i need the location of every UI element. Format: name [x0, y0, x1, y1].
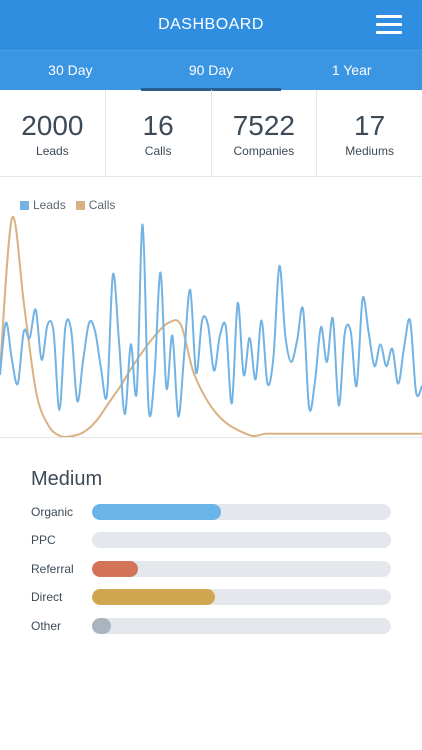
medium-label: Direct: [31, 590, 63, 604]
stat-mediums[interactable]: 17 Mediums: [317, 90, 422, 176]
legend-swatch-leads: [20, 200, 29, 210]
legend-label: Calls: [88, 198, 116, 212]
stat-leads[interactable]: 2000 Leads: [0, 90, 106, 176]
medium-label: Referral: [31, 562, 74, 576]
medium-bar-track: [92, 589, 391, 605]
calls-series-line: [0, 215, 422, 438]
medium-bar-fill: [92, 504, 221, 520]
medium-row-other: Other: [0, 618, 422, 634]
medium-row-ppc: PPC: [0, 532, 422, 548]
tab-30-day[interactable]: 30 Day: [48, 62, 93, 78]
app-header: DASHBOARD: [0, 0, 422, 50]
medium-label: Organic: [31, 505, 74, 519]
medium-title: Medium: [31, 468, 103, 490]
medium-bar-track: [92, 532, 391, 548]
medium-row-direct: Direct: [0, 589, 422, 605]
medium-label: PPC: [31, 533, 56, 547]
legend-label: Leads: [33, 198, 66, 212]
stat-label: Leads: [36, 144, 69, 158]
legend-item-calls[interactable]: Calls: [75, 198, 116, 212]
page-title: DASHBOARD: [158, 16, 264, 33]
hamburger-menu-icon[interactable]: [376, 15, 402, 35]
period-tabs: 30 Day 90 Day 1 Year: [0, 50, 422, 91]
line-chart: [0, 215, 422, 438]
medium-bar-track: [92, 504, 391, 520]
leads-series-line: [0, 223, 422, 418]
medium-bar-fill: [92, 561, 139, 577]
stat-calls[interactable]: 16 Calls: [106, 90, 212, 176]
medium-bar-track: [92, 561, 391, 577]
stat-label: Mediums: [345, 144, 394, 158]
stats-row: 2000 Leads 16 Calls 7522 Companies 17 Me…: [0, 90, 422, 177]
stat-value: 16: [142, 110, 174, 141]
medium-bar-track: [92, 618, 391, 634]
stat-label: Calls: [144, 144, 172, 158]
medium-row-organic: Organic: [0, 504, 422, 520]
stat-companies[interactable]: 7522 Companies: [212, 90, 318, 176]
medium-label: Other: [31, 619, 62, 633]
medium-bar-fill: [92, 618, 112, 634]
tab-90-day[interactable]: 90 Day: [140, 51, 282, 91]
stat-label: Companies: [233, 144, 295, 158]
legend-swatch-calls: [75, 200, 85, 210]
stat-value: 7522: [232, 110, 296, 141]
chart-legend: Leads Calls: [20, 198, 115, 212]
stat-value: 2000: [21, 110, 84, 141]
medium-bar-fill: [92, 589, 215, 605]
chart-baseline: [0, 437, 422, 438]
legend-item-leads[interactable]: Leads: [20, 198, 66, 212]
tab-1-year[interactable]: 1 Year: [331, 62, 372, 78]
stat-value: 17: [354, 110, 386, 141]
medium-row-referral: Referral: [0, 561, 422, 577]
